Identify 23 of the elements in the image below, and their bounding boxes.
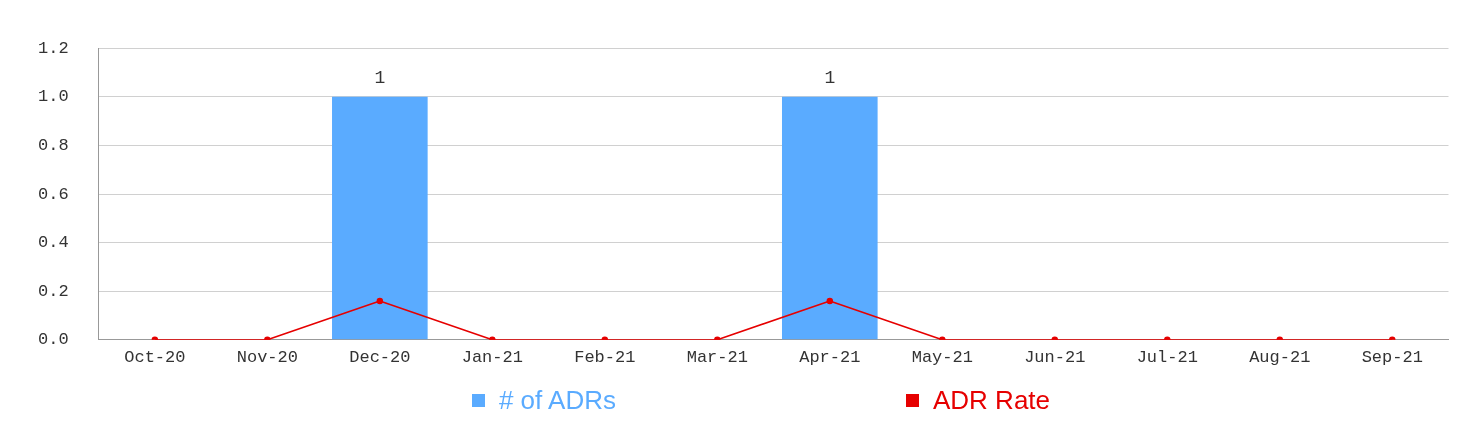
x-tick-label: May-21 xyxy=(911,347,973,367)
y-tick-label: 1.2 xyxy=(38,38,69,58)
legend-label: ADR Rate xyxy=(933,384,1051,416)
x-tick-label: Aug-21 xyxy=(1249,347,1311,367)
x-tick-label: Oct-20 xyxy=(124,347,186,367)
y-tick-label: 0.2 xyxy=(38,281,69,301)
x-tick-label: Sep-21 xyxy=(1361,347,1423,367)
x-tick-label: Nov-20 xyxy=(236,347,298,367)
x-tick-label: Jan-21 xyxy=(461,347,523,367)
x-tick-label: Apr-21 xyxy=(799,347,861,367)
x-tick-label: Mar-21 xyxy=(686,347,748,367)
x-tick-label: Jul-21 xyxy=(1136,347,1198,367)
x-tick-label: Jun-21 xyxy=(1024,347,1086,367)
y-tick-label: 0.0 xyxy=(38,330,69,350)
data-label: 1 xyxy=(824,67,836,88)
x-tick-label: Feb-21 xyxy=(574,347,636,367)
y-tick-label: 0.6 xyxy=(38,184,69,204)
y-tick-label: 0.8 xyxy=(38,135,69,155)
data-label: 1 xyxy=(374,67,386,88)
legend-label: # of ADRs xyxy=(498,384,616,416)
y-tick-label: 0.4 xyxy=(38,233,69,253)
x-tick-label: Dec-20 xyxy=(349,347,411,367)
y-tick-label: 1.0 xyxy=(38,87,69,107)
